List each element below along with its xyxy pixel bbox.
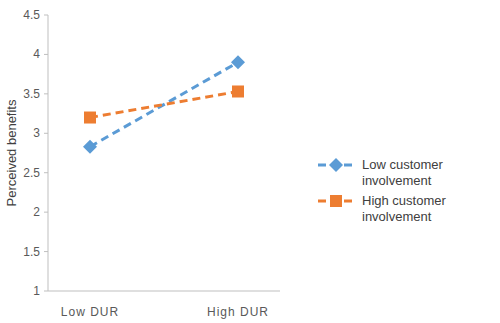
series-line [90, 62, 238, 146]
legend-label-line: involvement [362, 173, 432, 188]
y-tick [44, 15, 48, 16]
series-line [90, 91, 238, 117]
y-tick-label: 1 [33, 284, 40, 298]
x-axis [48, 291, 280, 292]
y-tick [44, 251, 48, 252]
legend-marker [329, 158, 343, 172]
series-marker [84, 112, 96, 124]
legend-label-line: involvement [362, 209, 432, 224]
series-marker [83, 140, 97, 154]
x-tick-label: Low DUR [61, 305, 119, 319]
y-tick-label: 1.5 [23, 245, 40, 259]
legend-label: High customer involvement [362, 193, 449, 224]
plot-area [83, 55, 245, 153]
chart: 1 1.5 2 2.5 3 3.5 4 4.5 Low DUR High DUR Perceived… [0, 0, 500, 323]
y-tick [44, 212, 48, 213]
y-tick-label: 4.5 [23, 8, 40, 22]
y-tick [44, 291, 48, 292]
y-tick [44, 133, 48, 134]
y-axis [48, 15, 49, 291]
y-tick [44, 54, 48, 55]
y-tick-label: 3.5 [23, 87, 40, 101]
series-marker [232, 85, 244, 97]
y-tick [44, 93, 48, 94]
y-tick-label: 3 [33, 126, 40, 140]
y-axis-label: Perceived benefits [4, 99, 19, 206]
y-tick-label: 2 [33, 205, 40, 219]
y-tick-label: 2.5 [23, 166, 40, 180]
y-tick-label: 4 [33, 47, 40, 61]
legend-label: Low customer involvement [362, 157, 447, 188]
y-tick [44, 172, 48, 173]
series-marker [231, 55, 245, 69]
legend-label-line: Low customer [362, 157, 447, 172]
legend-marker [330, 195, 342, 207]
x-tick-label: High DUR [207, 305, 269, 319]
legend-label-line: High customer [362, 193, 449, 208]
